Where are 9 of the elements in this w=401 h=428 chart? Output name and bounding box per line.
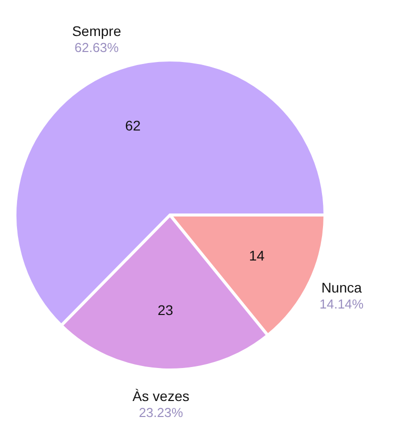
text: 14.14%: [320, 296, 364, 312]
slice-label: Nunca: [321, 280, 362, 296]
text: 23.23%: [138, 404, 184, 420]
data-label: 23: [158, 302, 174, 318]
data-label: 14: [248, 247, 265, 264]
slice-label: Sempre: [72, 22, 122, 39]
data-label: 62: [125, 117, 141, 134]
text: 62.63%: [74, 40, 120, 55]
slice-label: Às vezes: [132, 388, 190, 404]
